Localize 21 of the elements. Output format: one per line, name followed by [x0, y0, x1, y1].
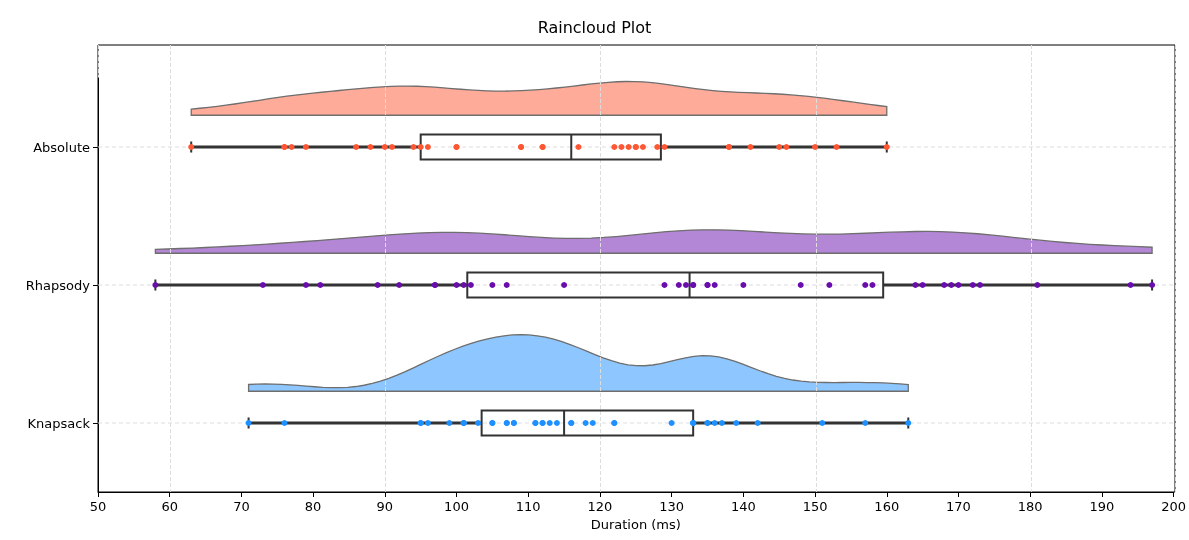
x-tick-label: 190 [1089, 499, 1115, 514]
x-axis-title: Duration (ms) [590, 516, 681, 532]
y-tick-label: Rhapsody [25, 277, 91, 293]
y-tick-label: Knapsack [27, 415, 91, 431]
x-tick-label: 140 [730, 499, 756, 514]
x-tick-label: 70 [233, 499, 250, 514]
x-tick-label: 110 [515, 499, 541, 514]
y-tick-label: Absolute [33, 139, 90, 155]
x-tick-label: 120 [587, 499, 613, 514]
x-tick-label: 100 [444, 499, 469, 514]
chart-title: Raincloud Plot [537, 17, 652, 37]
x-tick-label: 150 [802, 499, 828, 514]
x-tick-label: 90 [376, 499, 394, 514]
x-tick-label: 180 [1017, 499, 1043, 514]
x-tick-label: 50 [89, 499, 107, 514]
x-tick-label: 80 [304, 499, 322, 514]
x-tick-label: 160 [874, 499, 900, 514]
x-tick-label: 200 [1161, 499, 1187, 514]
x-tick-label: 170 [946, 499, 971, 514]
x-tick-label: 130 [659, 499, 685, 514]
x-tick-label: 60 [161, 499, 178, 514]
